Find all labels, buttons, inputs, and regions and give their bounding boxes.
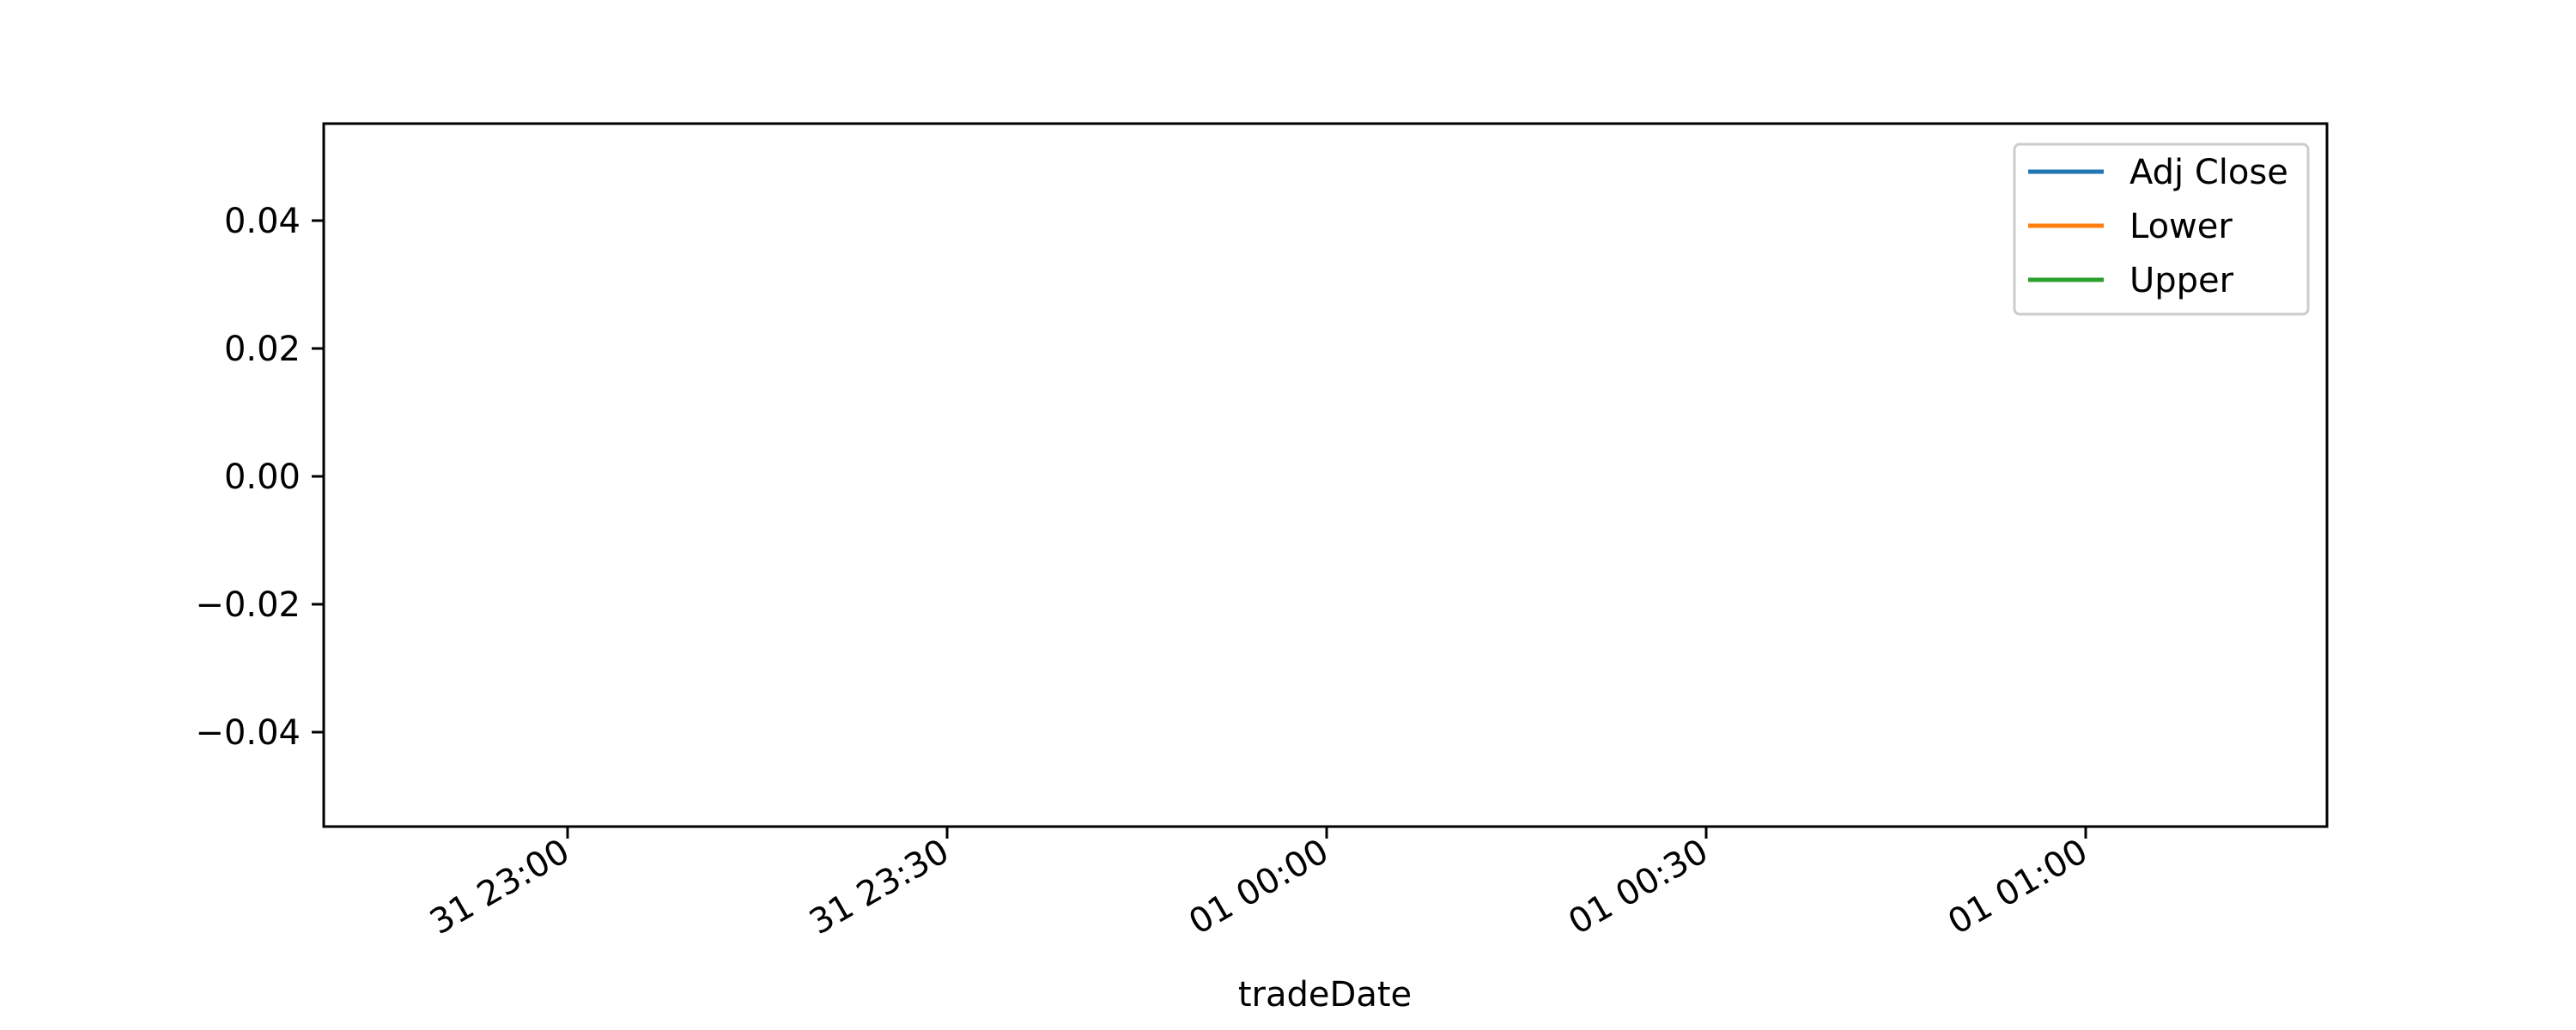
y-tick-label: −0.04 — [195, 713, 301, 753]
y-tick: 0.00 — [224, 457, 324, 497]
legend: Adj Close Lower Upper — [2013, 142, 2310, 316]
y-tick: −0.04 — [195, 713, 324, 753]
y-tick-label: −0.02 — [195, 585, 301, 625]
y-tick: 0.02 — [224, 330, 324, 369]
y-tick-label: 0.00 — [224, 457, 301, 497]
x-tick: 01 00:30 — [1562, 827, 1715, 942]
x-tick: 01 00:00 — [1182, 827, 1335, 942]
legend-label: Upper — [2129, 261, 2234, 300]
x-tick: 31 23:00 — [423, 827, 576, 942]
legend-label: Lower — [2129, 207, 2233, 246]
x-tick: 01 01:00 — [1941, 827, 2094, 942]
y-tick: −0.02 — [195, 585, 324, 625]
legend-entry: Lower — [2028, 207, 2233, 246]
y-tick-label: 0.02 — [224, 330, 301, 369]
legend-entry: Upper — [2028, 261, 2234, 300]
x-tick-label: 31 23:30 — [803, 832, 956, 942]
x-tick: 31 23:30 — [803, 827, 956, 942]
x-tick-label: 01 00:00 — [1182, 832, 1335, 942]
legend-label: Adj Close — [2129, 153, 2288, 192]
legend-box — [2013, 142, 2310, 316]
x-axis: 31 23:00 31 23:30 01 00:00 01 00:30 01 0… — [423, 827, 2094, 942]
y-tick: 0.04 — [224, 202, 324, 241]
x-tick-label: 01 00:30 — [1562, 832, 1715, 942]
y-axis: 0.04 0.02 0.00 −0.02 −0.04 — [195, 202, 324, 753]
plot-background — [324, 124, 2327, 827]
x-axis-label: tradeDate — [1238, 975, 1412, 1015]
y-tick-label: 0.04 — [224, 202, 301, 241]
x-tick-label: 01 01:00 — [1941, 832, 2094, 942]
x-tick-label: 31 23:00 — [423, 832, 576, 942]
legend-entry: Adj Close — [2028, 153, 2288, 192]
